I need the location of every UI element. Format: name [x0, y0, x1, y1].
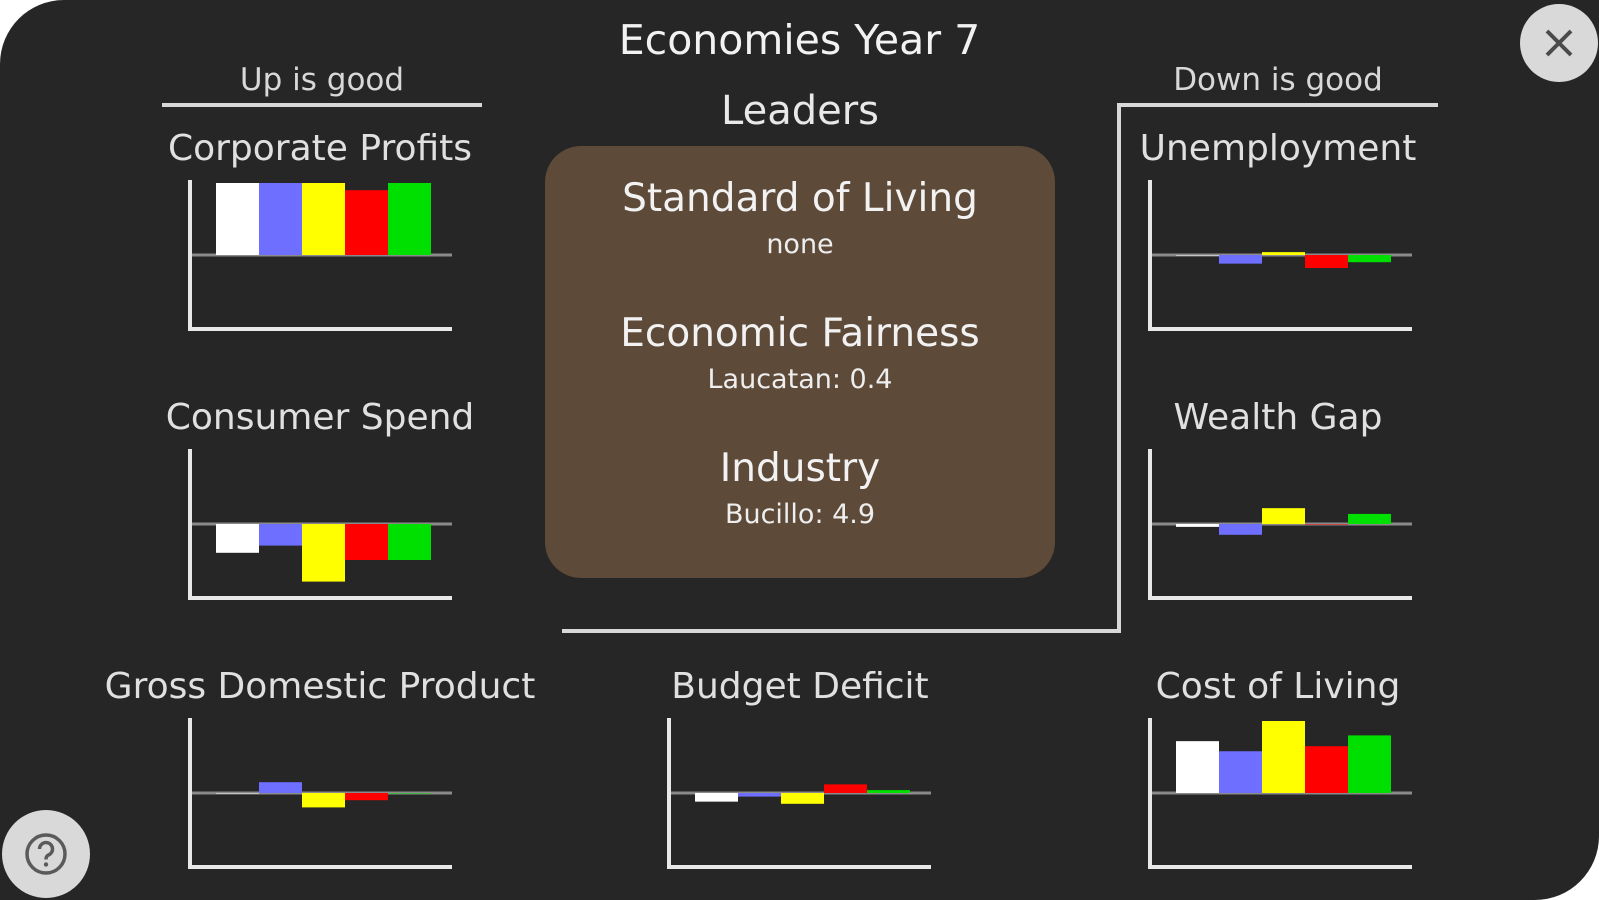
right-divider-vertical: [1117, 103, 1121, 633]
chart-bar: [388, 793, 431, 794]
budget-deficit-chart: [667, 718, 931, 869]
chart-bar: [345, 524, 388, 560]
leader-category: Standard of Living none: [545, 176, 1055, 260]
leader-category-name: Industry: [719, 446, 881, 491]
question-icon: [25, 833, 67, 875]
chart-bar: [867, 790, 910, 793]
chart-bar: [1348, 513, 1391, 524]
chart-title-cost-of-living: Cost of Living: [1155, 666, 1401, 707]
chart-bar: [216, 183, 259, 255]
leader-category-name: Standard of Living: [622, 176, 978, 221]
right-header-rule: [1118, 103, 1438, 107]
chart-title-unemployment: Unemployment: [1139, 128, 1417, 169]
leader-category-value: none: [766, 229, 834, 260]
chart-bar: [1176, 255, 1219, 256]
chart-bar: [216, 524, 259, 553]
cost-of-living-chart: [1148, 718, 1412, 869]
chart-bar: [345, 190, 388, 255]
chart-bar: [1176, 741, 1219, 793]
chart-bar: [345, 793, 388, 801]
chart-title-wealth-gap: Wealth Gap: [1173, 397, 1383, 438]
wealth-gap-chart: [1148, 449, 1412, 600]
chart-bar: [388, 183, 431, 255]
chart-bar: [259, 524, 302, 546]
chart-bar: [1176, 524, 1219, 527]
chart-title-gdp: Gross Domestic Product: [104, 666, 536, 707]
chart-bar: [781, 793, 824, 804]
leader-category-value: Bucillo: 4.9: [724, 499, 876, 530]
consumer-spend-chart: [188, 449, 452, 600]
chart-bar: [302, 524, 345, 582]
chart-bar: [1219, 524, 1262, 535]
leader-category-name: Economic Fairness: [620, 311, 980, 356]
chart-bar: [1348, 255, 1391, 263]
chart-bar: [1305, 746, 1348, 793]
chart-bar: [1219, 255, 1262, 264]
leader-category: Economic Fairness Laucatan: 0.4: [545, 311, 1055, 395]
leaders-box: Standard of Living none Economic Fairnes…: [545, 146, 1055, 578]
chart-bar: [302, 793, 345, 808]
close-button[interactable]: [1520, 4, 1598, 82]
chart-bar: [1262, 508, 1305, 524]
chart-bar: [1348, 735, 1391, 793]
chart-title-corporate-profits: Corporate Profits: [167, 128, 473, 169]
leader-category-value: Laucatan: 0.4: [707, 364, 893, 395]
help-button[interactable]: [2, 810, 90, 898]
unemployment-chart: [1148, 180, 1412, 331]
chart-bar: [216, 793, 259, 794]
left-header-rule: [162, 103, 482, 107]
gdp-chart: [188, 718, 452, 869]
chart-bar: [1262, 252, 1305, 255]
chart-bar: [302, 183, 345, 255]
leaders-title: Leaders: [721, 88, 879, 134]
chart-bar: [1262, 721, 1305, 793]
chart-bar: [259, 183, 302, 255]
chart-title-budget-deficit: Budget Deficit: [671, 666, 929, 707]
chart-bar: [259, 782, 302, 793]
up-is-good-label: Up is good: [239, 62, 405, 98]
chart-bar: [1219, 751, 1262, 793]
chart-bar: [1305, 255, 1348, 268]
chart-bar: [695, 793, 738, 802]
chart-bar: [824, 784, 867, 793]
chart-title-consumer-spend: Consumer Spend: [165, 397, 475, 438]
page-title: Economies Year 7: [618, 16, 981, 64]
corporate-profits-chart: [188, 180, 452, 331]
right-divider-horizontal: [562, 629, 1121, 633]
chart-bar: [388, 524, 431, 560]
chart-bar: [738, 793, 781, 797]
down-is-good-label: Down is good: [1173, 62, 1383, 98]
leader-category: Industry Bucillo: 4.9: [545, 446, 1055, 530]
close-icon: [1545, 29, 1573, 57]
chart-bar: [1305, 524, 1348, 525]
